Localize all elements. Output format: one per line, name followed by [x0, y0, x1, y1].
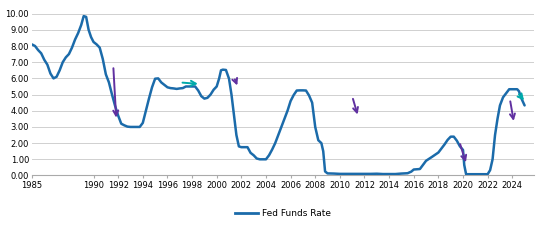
- Legend: Fed Funds Rate: Fed Funds Rate: [232, 206, 335, 222]
